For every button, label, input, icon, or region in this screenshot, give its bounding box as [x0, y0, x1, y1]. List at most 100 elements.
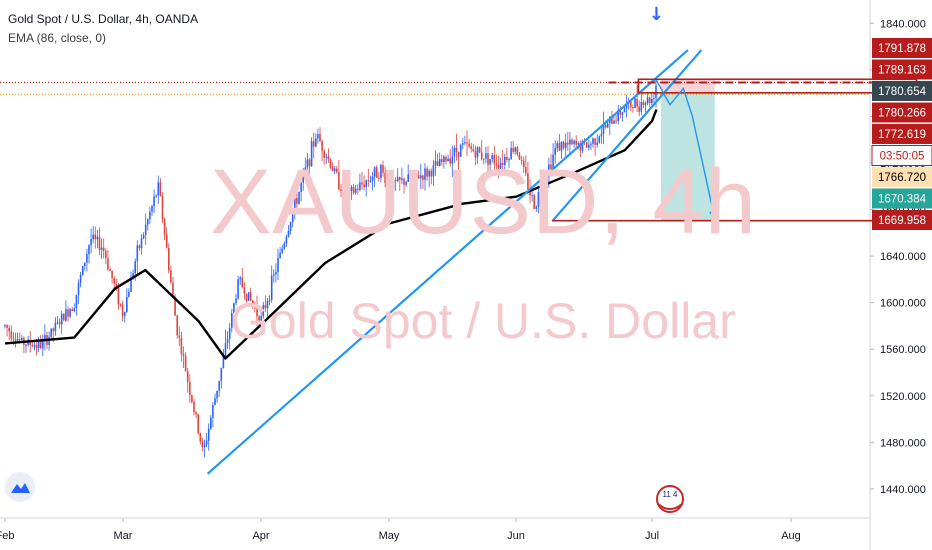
candle-body: [520, 159, 523, 161]
candle-body: [590, 143, 592, 145]
price-label-bg: [872, 38, 932, 58]
candle-body: [445, 156, 447, 162]
candle-body: [363, 184, 365, 188]
candle-body: [357, 188, 359, 190]
candle-body: [48, 336, 50, 345]
y-tick-label: 1840.000: [880, 18, 926, 30]
candle-body: [585, 142, 588, 148]
candle-body: [172, 282, 174, 297]
candle-body: [115, 283, 118, 288]
candle-body: [560, 141, 563, 151]
candle-body: [529, 189, 531, 196]
candle-body: [342, 185, 344, 192]
candle-body: [176, 315, 178, 336]
x-tick-label: Jul: [645, 530, 659, 542]
candle-body: [638, 106, 640, 112]
down-arrow-marker: ↓: [649, 4, 664, 25]
candle-body: [281, 248, 283, 253]
candle-body: [438, 159, 441, 166]
price-label-bg: [872, 124, 932, 144]
y-tick-label: 1640.000: [880, 251, 926, 263]
candle-body: [249, 292, 252, 301]
candle-body: [653, 98, 655, 100]
candle-body: [18, 339, 21, 341]
legend-title[interactable]: Gold Spot / U.S. Dollar, 4h, OANDA: [8, 12, 199, 26]
projection-arrowhead: [709, 210, 719, 221]
candle-body: [218, 381, 220, 391]
candle-body: [31, 345, 34, 347]
candle-body: [476, 147, 479, 158]
candle-body: [283, 243, 286, 249]
candle-body: [464, 142, 466, 144]
candle-body: [510, 147, 512, 160]
candle-body: [336, 168, 338, 172]
candle-body: [102, 247, 105, 251]
candle-body: [243, 287, 246, 294]
candle-body: [537, 192, 540, 207]
y-tick-label: 1480.000: [880, 437, 926, 449]
candle-body: [14, 339, 17, 341]
candle-body: [273, 274, 275, 276]
candle-body: [245, 293, 248, 301]
candle-body: [516, 147, 519, 155]
candle-body: [378, 177, 380, 179]
candle-body: [602, 125, 605, 134]
x-tick-label: Apr: [252, 530, 269, 542]
candle-body: [86, 254, 88, 263]
candle-body: [539, 191, 542, 193]
candle-body: [428, 170, 430, 177]
candle-body: [443, 156, 445, 163]
price-label: 1791.878: [878, 43, 926, 55]
candle-body: [291, 212, 294, 223]
candle-body: [625, 103, 628, 109]
candle-body: [220, 367, 223, 382]
candle-body: [247, 292, 250, 301]
candle-body: [319, 134, 321, 141]
candle-body: [33, 345, 36, 347]
candle-body: [640, 102, 643, 112]
candle-body: [157, 182, 160, 196]
candle-body: [432, 165, 435, 177]
candle-body: [65, 309, 67, 321]
candle-body: [371, 176, 374, 181]
candle-body: [130, 277, 132, 292]
candle-body: [512, 147, 514, 152]
candle-body: [96, 236, 99, 240]
candle-body: [388, 182, 391, 189]
candle-body: [453, 147, 456, 157]
candle-body: [105, 250, 107, 259]
candle-body: [527, 173, 529, 190]
candle-body: [504, 156, 506, 165]
candle-body: [543, 182, 546, 191]
candle-body: [222, 356, 225, 368]
candle-body: [485, 153, 487, 159]
candle-body: [10, 331, 13, 339]
candle-body: [325, 156, 328, 158]
candle-body: [182, 354, 185, 356]
candle-body: [634, 98, 636, 109]
candle-body: [623, 108, 626, 113]
watermark-symbol: XAUUSD, 4h: [210, 151, 757, 253]
candle-body: [380, 165, 382, 178]
candle-body: [617, 110, 619, 122]
y-tick-label: 1600.000: [880, 298, 926, 310]
candle-body: [382, 165, 384, 173]
legend-indicator[interactable]: EMA (86, close, 0): [8, 31, 107, 45]
candle-body: [541, 190, 544, 192]
candle-body: [193, 401, 195, 413]
tradingview-logo-icon[interactable]: [5, 472, 35, 502]
candle-body: [287, 230, 290, 237]
candle-body: [258, 316, 260, 325]
candle-body: [88, 245, 90, 255]
candle-body: [289, 222, 292, 231]
candle-body: [69, 309, 71, 317]
candle-body: [128, 291, 130, 298]
candle-body: [165, 234, 168, 248]
candle-body: [506, 156, 508, 160]
x-tick-label: Feb: [0, 530, 14, 542]
candle-body: [352, 187, 355, 193]
candle-body: [264, 305, 267, 309]
candle-body: [420, 175, 422, 179]
candle-body: [323, 151, 325, 158]
